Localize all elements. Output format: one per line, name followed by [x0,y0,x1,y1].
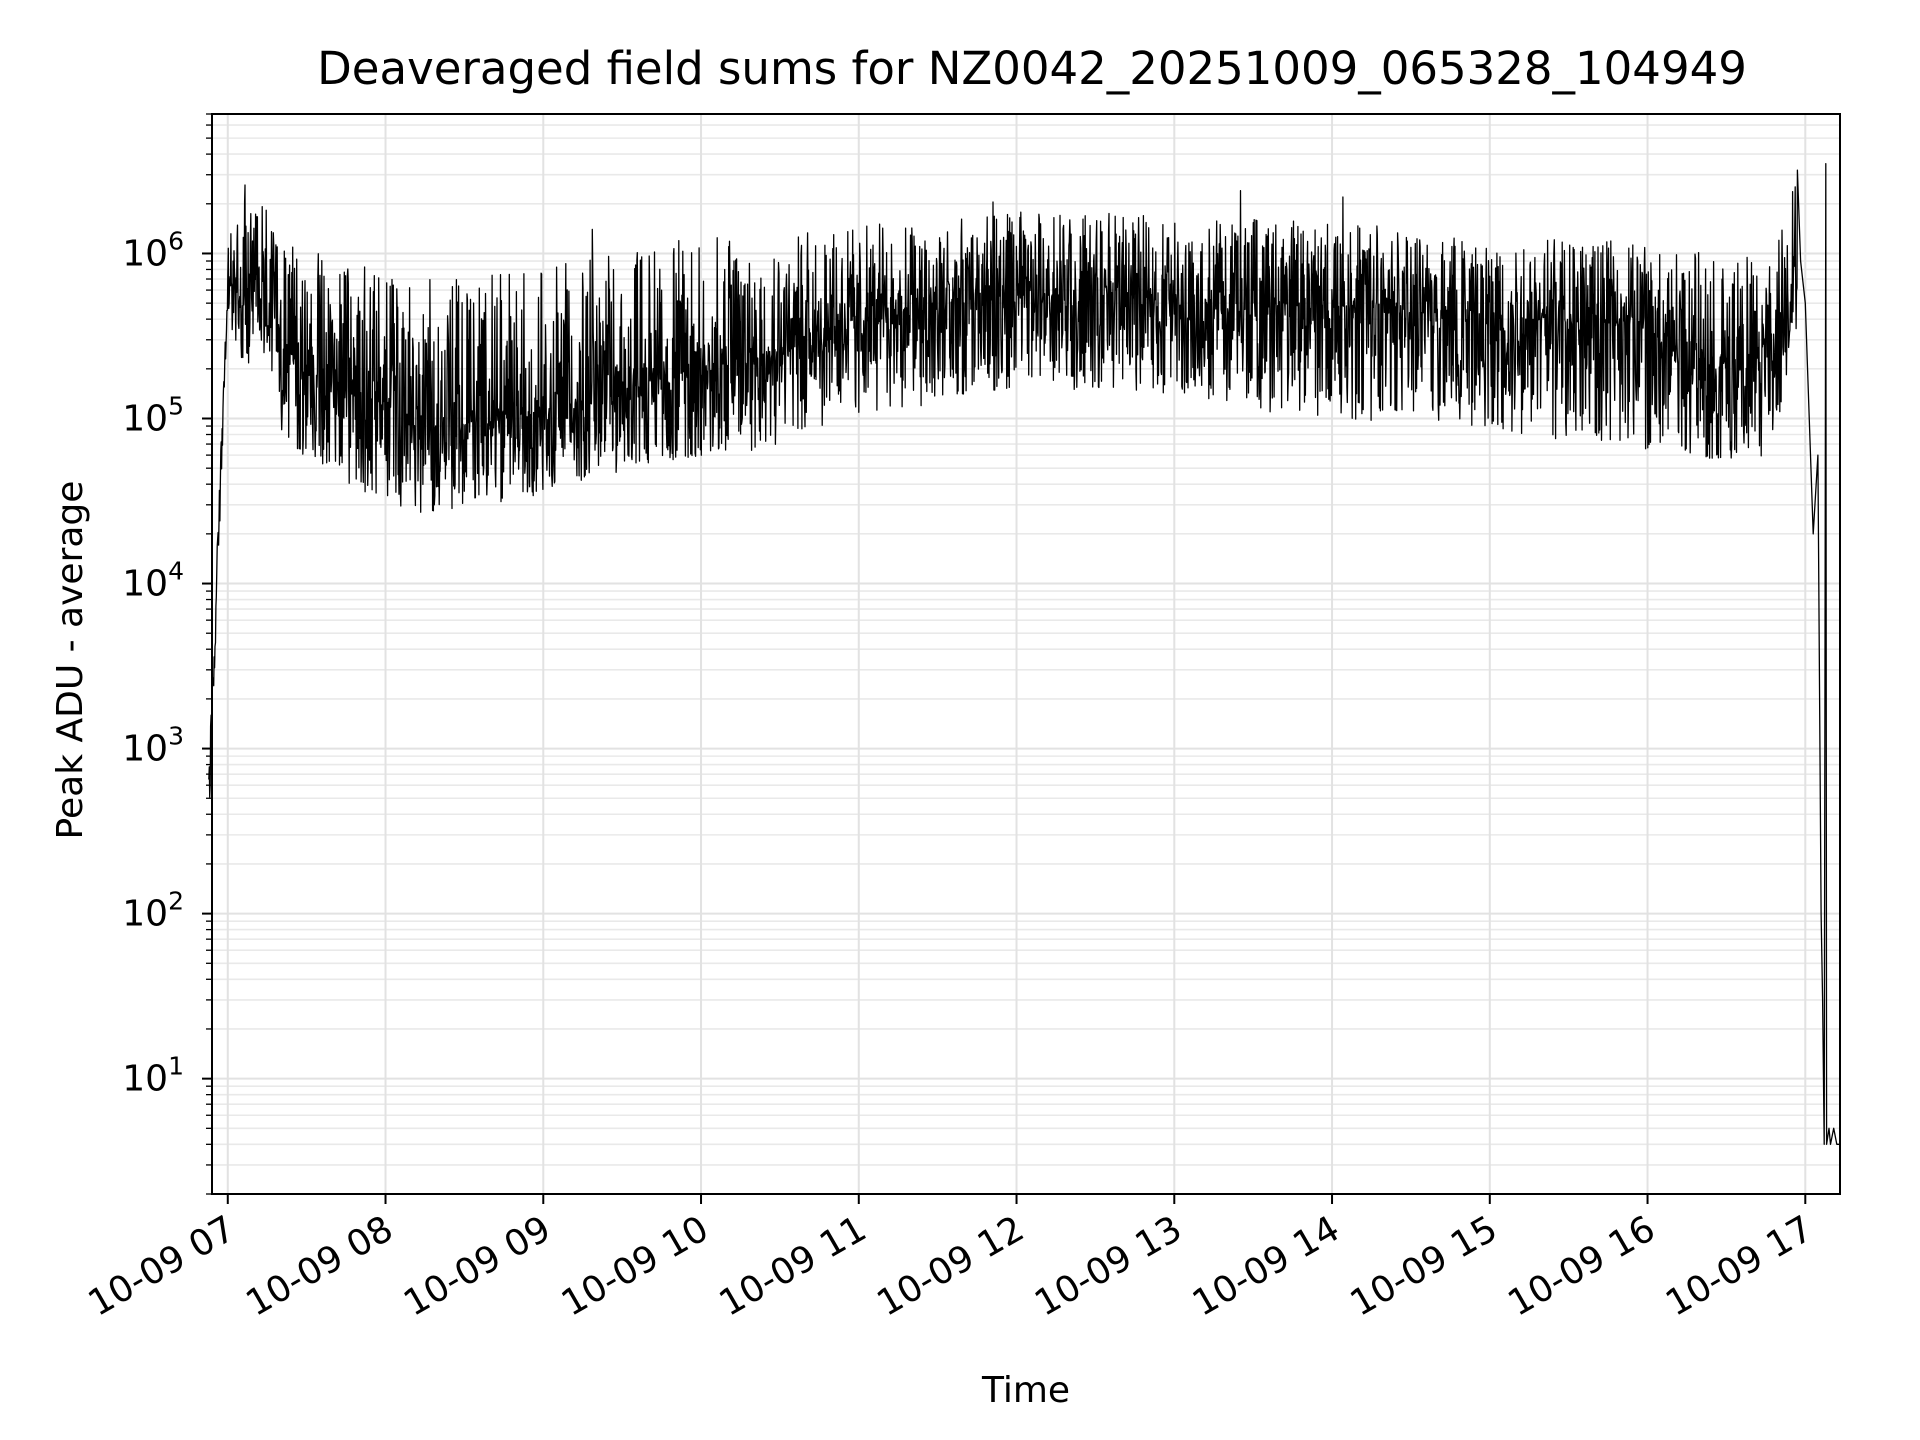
x-tick-label: 10-09 07 [82,1208,243,1324]
y-tick-label: 102 [122,887,184,935]
y-tick-label: 106 [122,226,184,274]
y-tick-label-exponent: 3 [168,722,184,751]
y-tick-label: 103 [122,722,184,770]
y-tick-label: 101 [122,1052,184,1100]
series-line-peak-adu [208,163,1840,1145]
x-tick-label: 10-09 09 [397,1208,558,1324]
y-tick-label-base: 10 [122,233,168,274]
y-tick-label-base: 10 [122,1059,168,1100]
x-tick-label: 10-09 10 [555,1208,716,1324]
y-tick-label: 104 [122,557,184,605]
x-tick-label: 10-09 17 [1659,1208,1820,1324]
y-tick-label: 105 [122,392,184,440]
x-tick-label: 10-09 16 [1501,1208,1662,1324]
y-tick-label-exponent: 1 [168,1052,184,1081]
y-tick-label-exponent: 6 [168,226,184,255]
y-tick-label-exponent: 4 [168,557,184,586]
y-tick-label-base: 10 [122,399,168,440]
y-tick-label-base: 10 [122,894,168,935]
x-tick-label: 10-09 13 [1028,1208,1189,1324]
y-axis-label: Peak ADU - average [50,481,91,840]
x-tick-label: 10-09 08 [239,1208,400,1324]
y-tick-label-exponent: 5 [168,392,184,421]
y-tick-label-exponent: 2 [168,887,184,916]
plot-area-frame [211,113,1841,1195]
x-tick-label: 10-09 12 [870,1208,1031,1324]
y-tick-label-base: 10 [122,729,168,770]
x-tick-label: 10-09 14 [1186,1208,1347,1324]
y-tick-label-base: 10 [122,564,168,605]
x-axis-label: Time [981,1370,1070,1411]
chart-title: Deaveraged field sums for NZ0042_2025100… [317,42,1747,95]
x-tick-label: 10-09 15 [1344,1208,1505,1324]
x-tick-label: 10-09 11 [713,1208,874,1324]
